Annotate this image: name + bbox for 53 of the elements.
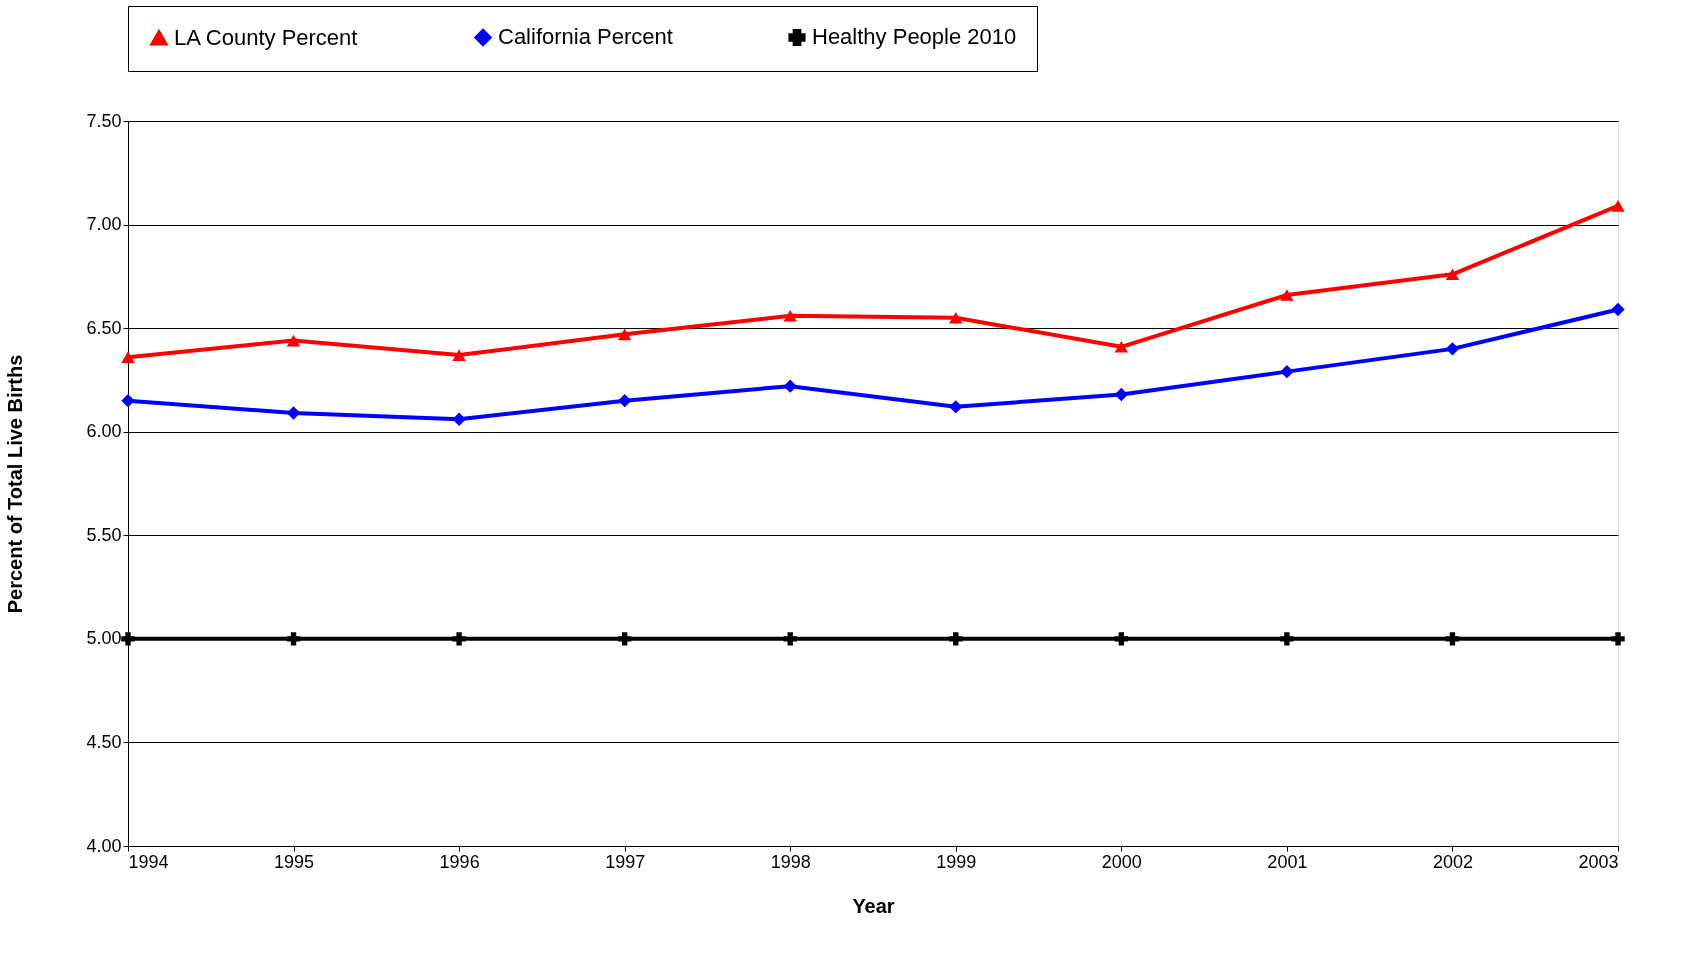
point [452,412,466,426]
point [617,328,632,341]
legend-label: California Percent [498,24,673,50]
point [121,393,135,408]
legend-label: LA County Percent [174,24,358,50]
point [783,309,797,322]
y-tick-label: 6.50 [86,317,122,338]
y-tick-label: 5.50 [86,524,122,545]
point [783,379,797,393]
x-tick-label: 1999 [936,851,977,872]
point [286,632,301,646]
point [1280,364,1294,379]
x-axis-title: Year [852,894,895,917]
point [1114,340,1129,353]
x-tick-label: 2003 [1578,851,1619,872]
point [1280,289,1294,301]
point [121,632,135,646]
point [1611,200,1625,212]
y-tick-label: 7.50 [86,110,122,131]
x-tick-label: 1996 [439,851,480,872]
point [1611,302,1625,317]
point [949,311,963,324]
y-tick-label: 5.00 [86,628,122,649]
point [949,400,963,414]
point [1611,632,1625,646]
point [452,632,466,646]
point [617,393,632,408]
x-tick-label: 1998 [770,851,811,872]
y-tick-label: 4.50 [86,731,122,752]
x-tick-label: 2001 [1267,851,1308,872]
point [1445,632,1460,646]
y-tick-label: 4.00 [86,835,122,856]
point [1280,632,1294,646]
x-tick-label: 2002 [1432,851,1473,872]
y-tick-label: 6.00 [86,421,122,442]
legend-label: Healthy People 2010 [812,24,1017,50]
x-tick-label: 1995 [274,851,315,872]
x-tick-label: 2000 [1101,851,1142,872]
x-tick-label: 1994 [128,851,169,872]
x-tick-label: 1997 [605,851,646,872]
point [452,349,466,361]
point [1114,387,1129,402]
y-tick-label: 7.00 [86,214,122,235]
point [1445,342,1460,356]
point [286,406,301,420]
point [617,632,632,646]
point [783,632,797,646]
y-axis-title: Percent of Total Live Births [4,354,27,614]
point [1445,268,1460,281]
point [286,334,301,347]
point [949,632,963,646]
point [121,351,135,363]
point [1114,632,1129,646]
